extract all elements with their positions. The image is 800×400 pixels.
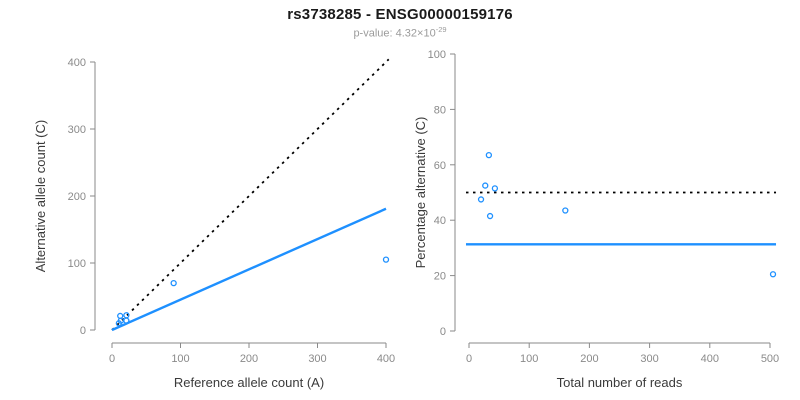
data-point xyxy=(477,196,485,203)
data-point xyxy=(562,207,569,214)
x-axis-label: Reference allele count (A) xyxy=(174,375,324,390)
y-tick-label: 400 xyxy=(68,57,86,69)
y-tick-label: 0 xyxy=(440,326,446,338)
x-tick-label: 300 xyxy=(308,353,326,365)
data-point xyxy=(482,182,489,189)
x-tick-label: 200 xyxy=(580,353,598,365)
x-tick-label: 0 xyxy=(466,353,472,365)
y-tick-label: 100 xyxy=(428,49,446,61)
y-tick-label: 40 xyxy=(434,215,446,227)
y-tick-label: 80 xyxy=(434,104,446,116)
y-axis-label: Alternative allele count (C) xyxy=(33,120,48,272)
x-tick-label: 500 xyxy=(761,353,779,365)
x-tick-label: 0 xyxy=(109,353,115,365)
x-tick-label: 200 xyxy=(240,353,258,365)
y-tick-label: 200 xyxy=(68,191,86,203)
data-point xyxy=(123,317,130,324)
data-point xyxy=(485,151,493,159)
y-tick-label: 20 xyxy=(434,271,446,283)
y-tick-label: 60 xyxy=(434,160,446,172)
x-tick-label: 300 xyxy=(640,353,658,365)
y-tick-label: 0 xyxy=(80,325,86,337)
data-point xyxy=(769,271,777,278)
x-tick-label: 100 xyxy=(520,353,538,365)
plot-title: rs3738285 - ENSG00000159176 xyxy=(287,6,513,23)
pvalue-exponent: -29 xyxy=(435,25,447,34)
identity-line xyxy=(111,58,390,331)
x-axis-label: Total number of reads xyxy=(557,375,683,390)
y-tick-label: 300 xyxy=(68,124,86,136)
y-axis-label: Percentage alternative (C) xyxy=(413,117,428,269)
x-tick-label: 400 xyxy=(377,353,395,365)
data-point xyxy=(170,279,177,287)
data-point xyxy=(382,256,390,263)
data-point xyxy=(486,212,494,220)
fit-line xyxy=(111,207,387,332)
x-tick-label: 400 xyxy=(701,353,719,365)
pvalue-text: p-value: 4.32×10 xyxy=(353,27,436,40)
plot-subtitle: p-value: 4.32×10-29 xyxy=(0,25,800,40)
y-tick-label: 100 xyxy=(68,258,86,270)
data-point xyxy=(491,185,499,192)
x-tick-label: 100 xyxy=(171,353,189,365)
